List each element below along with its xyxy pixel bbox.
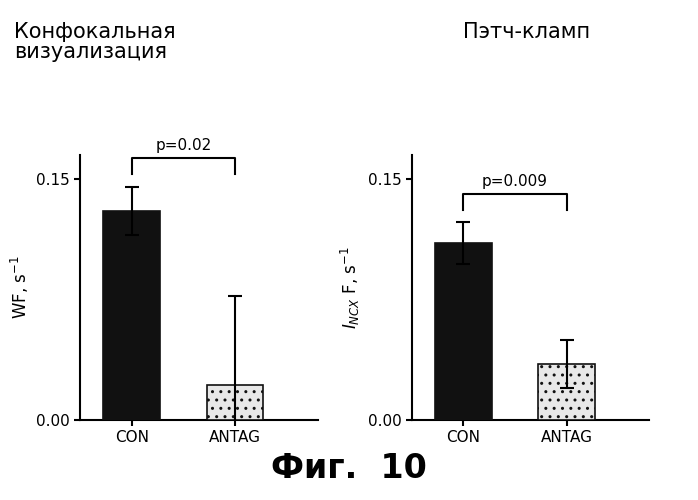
Bar [103, 211, 161, 420]
Text: Фиг.  10: Фиг. 10 [271, 452, 427, 485]
Bar [435, 244, 492, 420]
Text: визуализация: визуализация [14, 42, 167, 62]
Text: Конфокальная: Конфокальная [14, 22, 176, 42]
Text: p=0.02: p=0.02 [156, 138, 211, 154]
Text: Пэтч-кламп: Пэтч-кламп [463, 22, 591, 42]
Bar [538, 364, 595, 420]
Y-axis label: WF, s$^{-1}$: WF, s$^{-1}$ [8, 256, 31, 320]
Y-axis label: $I_{NCX}$ F, s$^{-1}$: $I_{NCX}$ F, s$^{-1}$ [339, 246, 362, 329]
Bar [207, 384, 263, 420]
Text: p=0.009: p=0.009 [482, 174, 548, 188]
